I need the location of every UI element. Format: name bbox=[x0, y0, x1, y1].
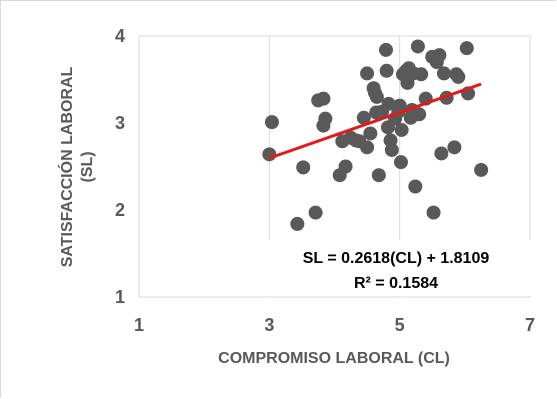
x-tick-label: 1 bbox=[134, 315, 144, 335]
data-point bbox=[264, 115, 279, 130]
equation-background bbox=[256, 240, 532, 296]
data-point bbox=[378, 42, 393, 57]
x-tick-label: 3 bbox=[264, 315, 274, 335]
x-tick-label: 5 bbox=[395, 315, 405, 335]
y-tick-label: 2 bbox=[115, 200, 125, 220]
data-point bbox=[432, 48, 447, 63]
x-tick-label: 7 bbox=[525, 315, 535, 335]
data-point bbox=[426, 205, 441, 220]
data-points bbox=[262, 39, 489, 231]
data-point bbox=[436, 66, 451, 81]
data-point bbox=[447, 140, 462, 155]
data-point bbox=[459, 41, 474, 56]
y-axis-ticks: 1 2 3 4 bbox=[115, 26, 125, 307]
data-point bbox=[474, 162, 489, 177]
y-tick-label: 3 bbox=[115, 113, 125, 133]
trend-equation: SL = 0.2618(CL) + 1.8109 bbox=[303, 250, 490, 267]
data-point bbox=[262, 147, 277, 162]
data-point bbox=[381, 96, 396, 111]
data-point bbox=[356, 110, 371, 125]
data-point bbox=[394, 122, 409, 137]
data-point bbox=[369, 89, 384, 104]
x-axis-ticks: 1 3 5 7 bbox=[134, 315, 535, 335]
data-point bbox=[296, 160, 311, 175]
plot-area-border bbox=[138, 35, 531, 298]
y-axis-title-line1: SATISFACCIÓN LABORAL bbox=[57, 66, 76, 267]
data-point bbox=[379, 63, 394, 78]
data-point bbox=[363, 126, 378, 141]
y-tick-label: 4 bbox=[115, 26, 125, 46]
data-point bbox=[384, 142, 399, 157]
data-point bbox=[290, 216, 305, 231]
data-point bbox=[410, 39, 425, 54]
x-axis-title: COMPROMISO LABORAL (CL) bbox=[218, 350, 450, 367]
data-point bbox=[360, 140, 375, 155]
data-point bbox=[451, 69, 466, 84]
data-point bbox=[414, 67, 429, 82]
data-point bbox=[360, 66, 375, 81]
data-point bbox=[308, 205, 323, 220]
data-point bbox=[392, 98, 407, 113]
r-squared-label: R² = 0.1584 bbox=[354, 275, 438, 292]
data-point bbox=[408, 179, 423, 194]
y-tick-label: 1 bbox=[115, 287, 125, 307]
data-point bbox=[412, 107, 427, 122]
data-point bbox=[338, 159, 353, 174]
data-point bbox=[371, 168, 386, 183]
data-point bbox=[318, 111, 333, 126]
data-point bbox=[434, 146, 449, 161]
data-point bbox=[393, 155, 408, 170]
trend-line bbox=[268, 82, 482, 160]
y-axis-title-line2: (SL) bbox=[79, 151, 96, 182]
data-point bbox=[316, 91, 331, 106]
